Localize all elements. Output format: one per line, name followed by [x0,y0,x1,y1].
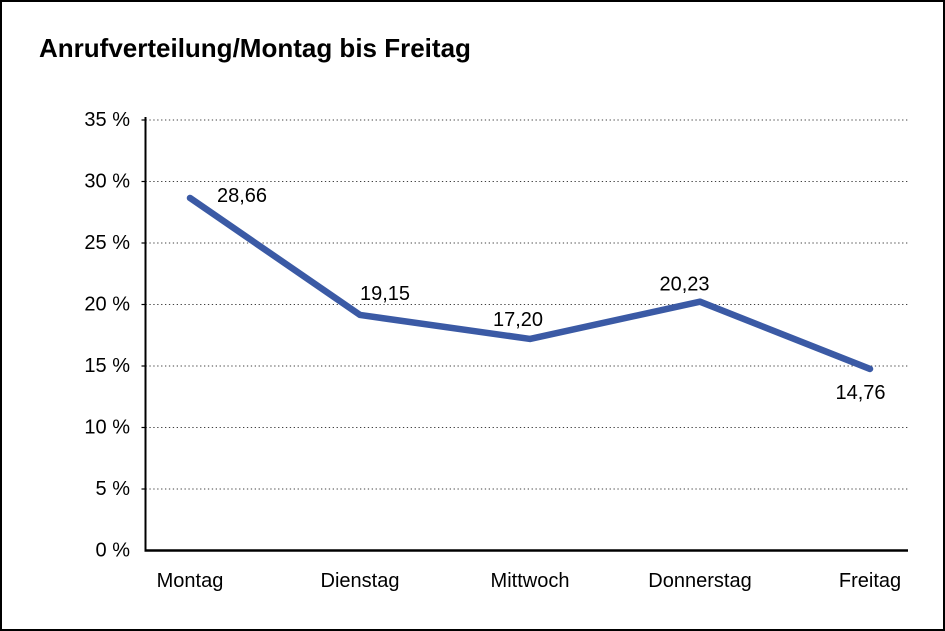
y-tick-label: 5 % [96,478,131,500]
y-tick-label: 0 % [96,540,131,562]
data-line [186,194,874,373]
y-tick-label: 30 % [84,171,130,193]
data-point-label: 14,76 [835,382,885,404]
x-category-label: Montag [157,570,224,592]
x-category-label: Freitag [839,570,901,592]
x-category-label: Dienstag [321,570,400,592]
x-category-label: Donnerstag [648,570,751,592]
data-point-label: 19,15 [360,283,410,305]
y-tick-label: 15 % [84,355,130,377]
chart-title: Anrufverteilung/Montag bis Freitag [39,33,471,63]
y-tick-label: 20 % [84,294,130,316]
data-point-label: 17,20 [493,309,543,331]
y-tick-label: 25 % [84,232,130,254]
x-category-label: Mittwoch [491,570,570,592]
y-tick-label: 35 % [84,109,130,131]
data-point-label: 20,23 [659,274,709,296]
y-tick-label: 10 % [84,417,130,439]
data-point-label: 28,66 [217,185,267,207]
